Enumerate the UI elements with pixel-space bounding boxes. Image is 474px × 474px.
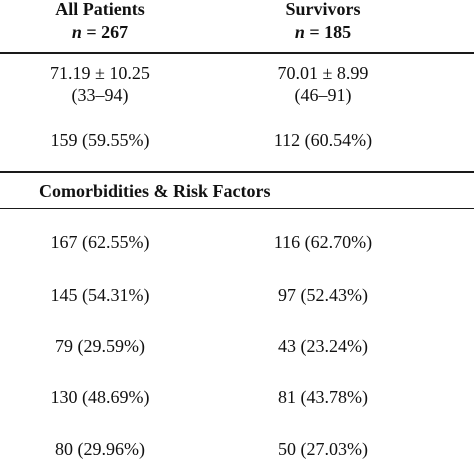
table-cell: 70.01 ± 8.99 (46–91) — [238, 62, 408, 106]
cell-line: 71.19 ± 10.25 — [50, 63, 150, 83]
table-cell: 97 (52.43%) — [278, 285, 368, 305]
cell-line: (46–91) — [294, 85, 352, 105]
column-title: All Patients — [55, 0, 145, 19]
header-rule — [0, 52, 474, 54]
cell-line: (33–94) — [71, 85, 129, 105]
column-header-all-patients: All Patients n = 267 — [20, 0, 180, 44]
column-title: Survivors — [285, 0, 361, 19]
table-cell: 116 (62.70%) — [273, 232, 373, 252]
table-cell: 167 (62.55%) — [50, 232, 150, 252]
table-cell: 50 (27.03%) — [278, 439, 368, 459]
section-rule-bottom — [0, 208, 474, 209]
n-value: = 267 — [86, 22, 129, 42]
column-n: n = 267 — [20, 21, 180, 44]
column-n: n = 185 — [238, 21, 408, 44]
table-cell: 112 (60.54%) — [273, 130, 373, 150]
section-title: Comorbidities & Risk Factors — [39, 181, 271, 201]
table-cell: 159 (59.55%) — [50, 130, 150, 150]
table-cell: 80 (29.96%) — [55, 439, 145, 459]
table-cell: 79 (29.59%) — [55, 336, 145, 356]
n-label: n — [71, 22, 82, 42]
section-rule-top — [0, 171, 474, 173]
n-value: = 185 — [309, 22, 352, 42]
table-cell: 43 (23.24%) — [278, 336, 368, 356]
n-label: n — [294, 22, 305, 42]
table-cell: 130 (48.69%) — [50, 387, 150, 407]
table-cell: 145 (54.31%) — [50, 285, 150, 305]
table-cell: 71.19 ± 10.25 (33–94) — [20, 62, 180, 106]
table-cell: 81 (43.78%) — [278, 387, 368, 407]
cell-line: 70.01 ± 8.99 — [277, 63, 369, 83]
column-header-survivors: Survivors n = 185 — [238, 0, 408, 44]
